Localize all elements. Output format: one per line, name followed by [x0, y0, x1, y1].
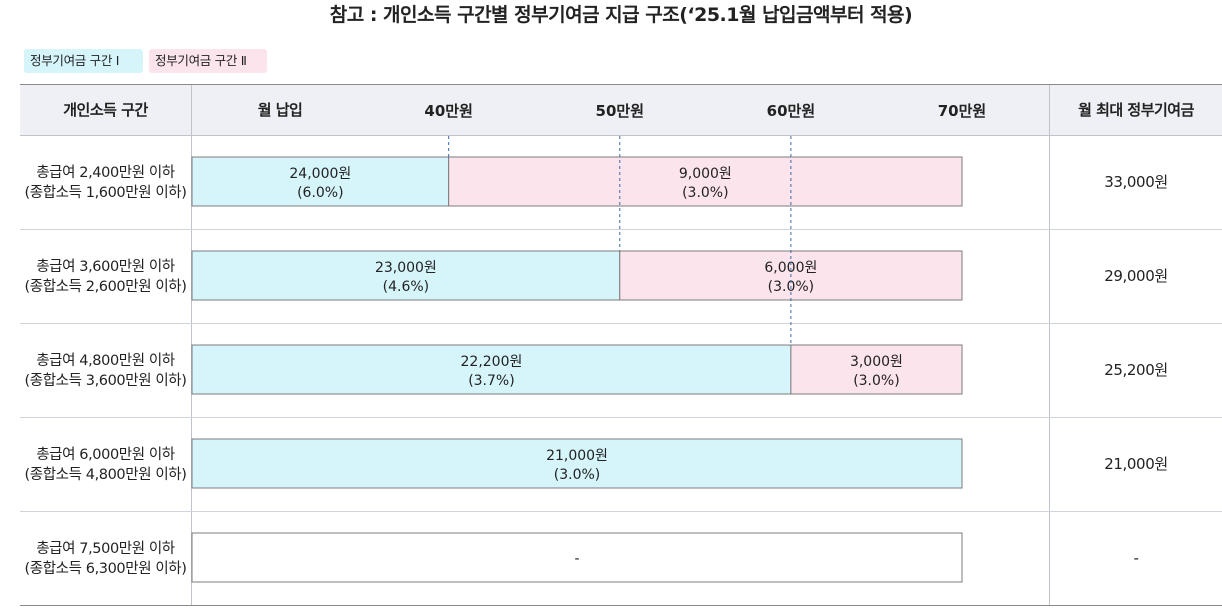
- bar-rate-label: (3.0%): [554, 467, 601, 483]
- table-row: 총급여 6,000만원 이하 (종합소득 4,800만원 이하) 21,000원: [20, 418, 1222, 512]
- bar-segment: [448, 156, 963, 207]
- bar-amount-label: 24,000원: [289, 166, 351, 182]
- bar-amount-label: 23,000원: [375, 260, 437, 276]
- bar-segment: [191, 438, 963, 489]
- income-bracket-label: 총급여 6,000만원 이하 (종합소득 4,800만원 이하): [24, 446, 187, 483]
- x-tick-label: 50만원: [596, 102, 644, 120]
- contribution-chart: 40만원 50만원 60만원 70만원 24,000원 (6.0%) 9,000원 (3.0%…: [191, 102, 986, 583]
- contribution-table: 개인소득 구간 월 납입 월 최대 정부기여금 총급여 2,400만원 이하 (…: [20, 84, 1222, 606]
- legend-tier2: 정부기여금 구간 Ⅱ: [149, 49, 267, 73]
- bar-rate-label: (3.0%): [853, 373, 900, 389]
- bar-rate-label: (3.7%): [468, 373, 515, 389]
- bar-segment: [191, 344, 792, 395]
- bar-amount-label: 21,000원: [546, 448, 608, 464]
- max-contribution-value: 29,000원: [1104, 267, 1168, 285]
- header-max: 월 최대 정부기여금: [1078, 101, 1194, 119]
- bar-segment: [191, 250, 621, 301]
- table-row: 총급여 4,800만원 이하 (종합소득 3,600만원 이하) 25,200원: [20, 324, 1222, 418]
- bar-amount-label: 9,000원: [679, 166, 732, 182]
- table-row: 총급여 2,400만원 이하 (종합소득 1,600만원 이하) 33,000원: [20, 136, 1222, 230]
- bar-segment: [191, 156, 450, 207]
- table-header: 개인소득 구간 월 납입 월 최대 정부기여금: [20, 85, 1222, 136]
- income-bracket-label: 총급여 7,500만원 이하 (종합소득 6,300만원 이하): [24, 540, 187, 577]
- column-divider: [1049, 85, 1050, 605]
- income-bracket-label: 총급여 4,800만원 이하 (종합소득 3,600만원 이하): [24, 352, 187, 389]
- income-bracket-label: 총급여 3,600만원 이하 (종합소득 2,600만원 이하): [24, 258, 187, 295]
- bar-segment: [191, 532, 963, 583]
- header-payment: 월 납입: [257, 101, 303, 119]
- bar-amount-label: 3,000원: [850, 354, 903, 370]
- legend-tier1: 정부기여금 구간 Ⅰ: [24, 49, 143, 73]
- table-row: 총급여 7,500만원 이하 (종합소득 6,300만원 이하) -: [20, 512, 1222, 605]
- bar-rate-label: (6.0%): [297, 185, 344, 201]
- header-income: 개인소득 구간: [63, 101, 148, 119]
- max-contribution-value: 21,000원: [1104, 455, 1168, 473]
- page-title: 참고 : 개인소득 구간별 정부기여금 지급 구조(‘25.1월 납입금액부터 …: [329, 4, 913, 26]
- bar-segment: [790, 344, 963, 395]
- max-contribution-value: -: [1133, 549, 1139, 567]
- bar-amount-label: 22,200원: [461, 354, 523, 370]
- x-tick-label: 40만원: [424, 102, 472, 120]
- table-row: 총급여 3,600만원 이하 (종합소득 2,600만원 이하) 29,000원: [20, 230, 1222, 324]
- x-tick-label: 60만원: [767, 102, 815, 120]
- max-contribution-value: 33,000원: [1104, 173, 1168, 191]
- bar-rate-label: (4.6%): [383, 279, 430, 295]
- x-tick-label: 70만원: [938, 102, 986, 120]
- income-bracket-label: 총급여 2,400만원 이하 (종합소득 1,600만원 이하): [24, 164, 187, 201]
- max-contribution-value: 25,200원: [1104, 361, 1168, 379]
- bar-amount-label: -: [574, 551, 579, 567]
- bar-rate-label: (3.0%): [682, 185, 729, 201]
